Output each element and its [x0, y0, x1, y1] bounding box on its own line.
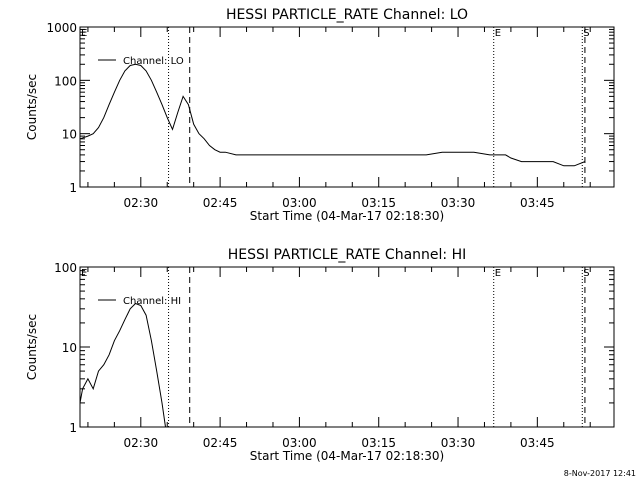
- timestamp: 8-Nov-2017 12:41: [563, 469, 636, 478]
- x-tick-label: 03:45: [520, 436, 555, 450]
- x-tick-label: 03:00: [282, 436, 317, 450]
- chart-2: HESSI PARTICLE_RATE Channel: HI 1 10 100 02:…: [25, 247, 615, 463]
- x-tick-label: 03:15: [361, 436, 396, 450]
- x-tick-label: 02:30: [124, 436, 159, 450]
- x-tick-label: 03:15: [361, 196, 396, 210]
- y-tick-label: 1: [69, 181, 77, 195]
- series-line: [79, 302, 166, 428]
- legend-entry: Channel: LO: [123, 56, 184, 67]
- y-tick-label: 100: [54, 74, 77, 88]
- y-axis-label: Counts/sec: [25, 314, 39, 380]
- chart-title: HESSI PARTICLE_RATE Channel: HI: [228, 247, 466, 263]
- y-axis-label: Counts/sec: [25, 74, 39, 140]
- chart-1: HESSI PARTICLE_RATE Channel: LO 1 10 100 100…: [25, 7, 615, 223]
- y-tick-label: 10: [62, 341, 77, 355]
- y-tick-label: 1: [69, 421, 77, 435]
- legend-entry: Channel: HI: [123, 296, 181, 307]
- event-marker-label: E: [81, 268, 87, 279]
- x-tick-label: 03:45: [520, 196, 555, 210]
- y-tick-label: 1000: [46, 21, 77, 35]
- chart-title: HESSI PARTICLE_RATE Channel: LO: [226, 7, 468, 23]
- event-marker-label: E: [495, 268, 501, 279]
- x-axis-label: Start Time (04-Mar-17 02:18:30): [250, 209, 444, 223]
- x-tick-label: 03:30: [441, 436, 476, 450]
- x-tick-label: 02:45: [203, 196, 238, 210]
- series-line: [79, 63, 586, 167]
- y-tick-label: 100: [54, 261, 77, 275]
- plot-frame: [79, 266, 615, 428]
- x-tick-label: 03:00: [282, 196, 317, 210]
- event-marker-label: E: [495, 28, 501, 39]
- y-tick-label: 10: [62, 128, 77, 142]
- event-marker-label: S: [583, 268, 589, 279]
- event-marker-label: S: [583, 28, 589, 39]
- plot-frame: [79, 26, 615, 188]
- event-marker-label: E: [81, 28, 87, 39]
- x-tick-label: 02:30: [124, 196, 159, 210]
- x-tick-label: 02:45: [203, 436, 238, 450]
- x-tick-label: 03:30: [441, 196, 476, 210]
- x-axis-label: Start Time (04-Mar-17 02:18:30): [250, 449, 444, 463]
